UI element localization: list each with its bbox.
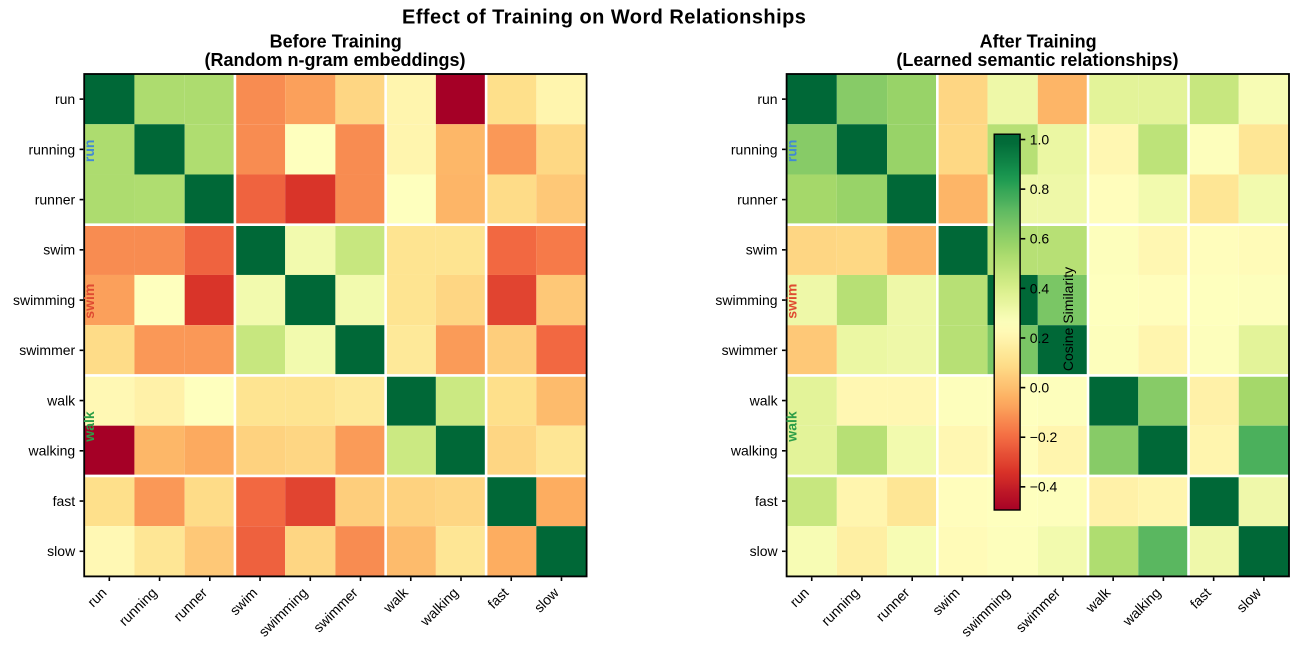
svg-text:swimmer: swimmer bbox=[310, 584, 361, 635]
svg-text:run: run bbox=[81, 140, 97, 163]
svg-text:running: running bbox=[818, 584, 862, 628]
svg-text:swim: swim bbox=[784, 284, 800, 319]
svg-text:walking: walking bbox=[416, 584, 461, 629]
svg-text:swimmer: swimmer bbox=[1012, 584, 1063, 635]
svg-text:walk: walk bbox=[1082, 584, 1115, 617]
svg-text:0.8: 0.8 bbox=[1030, 181, 1050, 197]
svg-text:walk: walk bbox=[46, 392, 76, 408]
svg-text:0.4: 0.4 bbox=[1030, 280, 1050, 296]
svg-text:swimming: swimming bbox=[13, 292, 75, 308]
svg-text:1.0: 1.0 bbox=[1030, 131, 1050, 147]
svg-text:fast: fast bbox=[1187, 584, 1214, 611]
svg-text:Cosine Similarity: Cosine Similarity bbox=[1060, 267, 1076, 371]
svg-text:walk: walk bbox=[749, 392, 779, 408]
svg-text:−0.2: −0.2 bbox=[1030, 429, 1058, 445]
svg-text:runner: runner bbox=[873, 584, 913, 624]
svg-text:swim: swim bbox=[81, 284, 97, 319]
svg-text:0.0: 0.0 bbox=[1030, 380, 1050, 396]
svg-text:(Learned semantic relationship: (Learned semantic relationships) bbox=[896, 50, 1178, 70]
svg-text:walk: walk bbox=[784, 411, 800, 443]
svg-text:0.2: 0.2 bbox=[1030, 330, 1050, 346]
svg-text:swim: swim bbox=[43, 242, 75, 258]
svg-text:runner: runner bbox=[170, 584, 210, 624]
svg-text:swim: swim bbox=[226, 584, 260, 618]
svg-text:swimming: swimming bbox=[958, 584, 1013, 639]
svg-text:run: run bbox=[757, 91, 777, 107]
svg-text:swimming: swimming bbox=[255, 584, 310, 639]
svg-text:run: run bbox=[784, 140, 800, 163]
svg-text:slow: slow bbox=[750, 543, 779, 559]
svg-text:walk: walk bbox=[81, 411, 97, 443]
svg-text:fast: fast bbox=[53, 493, 76, 509]
svg-text:running: running bbox=[116, 584, 160, 628]
svg-text:running: running bbox=[731, 141, 778, 157]
svg-text:runner: runner bbox=[35, 192, 76, 208]
svg-text:After Training: After Training bbox=[980, 32, 1097, 52]
svg-text:slow: slow bbox=[531, 584, 563, 616]
svg-text:slow: slow bbox=[1233, 584, 1265, 616]
svg-text:fast: fast bbox=[755, 493, 778, 509]
svg-text:walk: walk bbox=[379, 584, 412, 617]
svg-text:swim: swim bbox=[746, 242, 778, 258]
svg-text:(Random n-gram embeddings): (Random n-gram embeddings) bbox=[204, 50, 465, 70]
svg-text:run: run bbox=[55, 91, 75, 107]
svg-text:slow: slow bbox=[47, 543, 76, 559]
svg-text:run: run bbox=[84, 584, 110, 610]
svg-text:swimmer: swimmer bbox=[19, 342, 75, 358]
svg-text:−0.4: −0.4 bbox=[1030, 479, 1058, 495]
svg-text:swim: swim bbox=[929, 584, 963, 618]
svg-text:walking: walking bbox=[27, 443, 75, 459]
svg-text:run: run bbox=[786, 584, 812, 610]
svg-text:walking: walking bbox=[1119, 584, 1164, 629]
svg-text:Effect of Training on Word Rel: Effect of Training on Word Relationships bbox=[402, 7, 806, 29]
svg-text:walking: walking bbox=[730, 443, 778, 459]
svg-text:Before Training: Before Training bbox=[270, 32, 402, 52]
svg-text:0.6: 0.6 bbox=[1030, 231, 1050, 247]
svg-text:runner: runner bbox=[737, 192, 778, 208]
svg-text:fast: fast bbox=[484, 584, 511, 611]
svg-text:running: running bbox=[28, 141, 75, 157]
svg-text:swimmer: swimmer bbox=[722, 342, 778, 358]
svg-text:swimming: swimming bbox=[715, 292, 777, 308]
